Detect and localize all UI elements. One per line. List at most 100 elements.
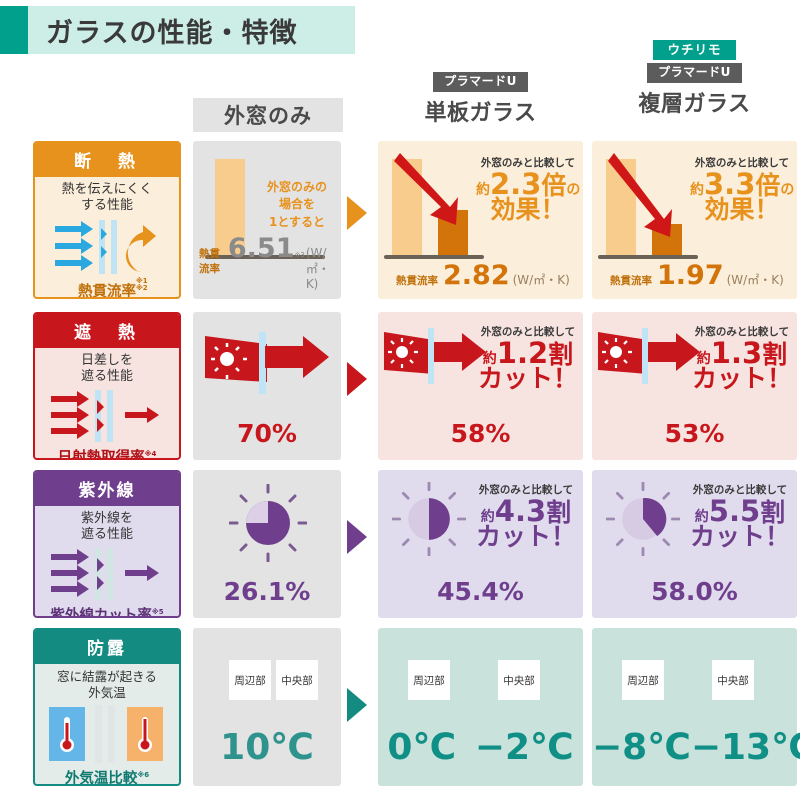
down-arrow-icon-double <box>608 153 672 237</box>
title-box: ガラスの性能・特徴 <box>28 6 355 54</box>
row-label-shading-desc: 日差しを 遮る性能 <box>80 353 133 385</box>
base-note-insulation: 外窓のみの 場合を 1とすると <box>266 180 327 229</box>
page-title: ガラスの性能・特徴 <box>0 6 355 54</box>
row-label-dew-head: 防露 <box>35 630 179 664</box>
cell-shading-base: 70% <box>193 312 341 460</box>
sun-through-glass-icon-double <box>598 328 700 384</box>
value-insulation-single: 熱貫流率 2.82 (W/㎡・K) <box>396 260 570 291</box>
row-label-dew-desc: 窓に結露が起きる 外気温 <box>57 669 157 700</box>
row-label-insulation-desc: 熱を伝えにくく する性能 <box>61 182 153 214</box>
compare-note-double-insulation: 外窓のみと比較して 約3.3倍の 効果！ <box>690 157 795 224</box>
sun-pie-icon-single <box>392 482 466 556</box>
column-header-single-label: 単板ガラス <box>424 100 537 126</box>
temp-dew-base: 10℃ <box>220 727 314 768</box>
effect-double-uv: カット！ <box>689 522 790 551</box>
pct-uv-double: 58.0% <box>651 577 738 606</box>
cell-insulation-base: 外窓のみの 場合を 1とすると 熱貫流率 6.51 ※3 (W/㎡・K) <box>193 141 341 299</box>
temps-dew-double: −8℃ −13℃ <box>592 727 800 768</box>
effect-double-insulation: 効果！ <box>704 195 780 224</box>
approx-double-uv: 約 <box>694 509 709 525</box>
temp-edge-single: 0 <box>387 727 413 768</box>
bar-ground-base <box>205 255 325 259</box>
column-header-base: 外窓のみ <box>193 98 343 132</box>
value-insulation-base: 熱貫流率 6.51 ※3 (W/㎡・K) <box>199 233 330 291</box>
cell-uv-single: 外窓のみと比較して 約4.3割 カット！ 45.4% <box>378 470 583 618</box>
column-header-base-label: 外窓のみ <box>224 104 312 128</box>
column-header-double-label: 複層ガラス <box>638 92 751 118</box>
approx-double-insulation: 約 <box>690 182 704 198</box>
arrow-icon-insulation-1 <box>347 196 367 230</box>
tag-center-double: 中央部 <box>712 660 754 700</box>
pct-shading-base: 70% <box>237 419 297 448</box>
row-label-uv: 紫外線 紫外線を 遮る性能 紫外線カット率※5 <box>33 470 181 618</box>
compare-note-single-insulation: 外窓のみと比較して 約2.3倍の 効果！ <box>476 157 581 224</box>
tags-dew-single: 周辺部 中央部 <box>408 660 540 700</box>
badge-puramado-u-single: プラマードU <box>433 72 528 92</box>
arrow-icon-uv-1 <box>347 520 367 554</box>
down-arrow-icon-single <box>394 153 458 225</box>
row-label-uv-metric: 紫外線カット率※5 <box>50 607 164 618</box>
tag-edge-double: 周辺部 <box>622 660 664 700</box>
compare-note-single-shading: 外窓のみと比較して 約1.2割 カット！ <box>477 326 578 393</box>
cell-insulation-single: 外窓のみと比較して 約2.3倍の 効果！ 熱貫流率 2.82 (W/㎡・K) <box>378 141 583 299</box>
solar-shading-icon <box>50 389 159 442</box>
cell-dew-base: 周辺部 中央部 10℃ <box>193 628 341 786</box>
compare-note-single-uv: 外窓のみと比較して 約4.3割 カット！ <box>472 482 580 549</box>
bar-base-insulation <box>215 159 245 255</box>
effect-double-shading: カット！ <box>691 364 792 393</box>
bar-ground-single <box>384 255 484 259</box>
cell-uv-base: 26.1% <box>193 470 341 618</box>
title-text: ガラスの性能・特徴 <box>46 17 298 49</box>
pct-shading-double: 53% <box>664 419 725 448</box>
cell-dew-double: 周辺部 中央部 −8℃ −13℃ <box>592 628 800 786</box>
approx-double-shading: 約 <box>696 351 711 367</box>
sun-pie-icon-base <box>229 484 307 562</box>
row-label-insulation-head: 断 熱 <box>35 143 179 177</box>
uv-blocking-icon <box>50 547 159 600</box>
row-label-dew-metric: 外気温比較※6 <box>64 771 150 786</box>
cell-shading-double: 外窓のみと比較して 約1.3割 カット！ 53% <box>592 312 797 460</box>
effect-single-insulation: 効果！ <box>490 195 566 224</box>
tag-center-single: 中央部 <box>498 660 540 700</box>
row-label-uv-head: 紫外線 <box>35 472 179 506</box>
thermometer-comparison-icon <box>49 705 163 764</box>
arrow-icon-dew-1 <box>347 688 367 722</box>
row-label-shading-metric: 日射熱取得率※4 <box>57 449 157 460</box>
approx-single-uv: 約 <box>480 509 495 525</box>
cell-uv-double: 外窓のみと比較して 約5.5割 カット！ 58.0% <box>592 470 797 618</box>
tag-center-base: 中央部 <box>276 660 318 700</box>
tag-edge-single: 周辺部 <box>408 660 450 700</box>
factor-single-insulation: 2.3 <box>490 167 542 201</box>
sun-through-glass-icon-single <box>384 328 486 384</box>
row-label-insulation: 断 熱 熱を伝えにくく する性能 熱貫流率 ※1 ※2 <box>33 141 181 299</box>
approx-single-insulation: 約 <box>476 182 490 198</box>
compare-note-double-uv: 外窓のみと比較して 約5.5割 カット！ <box>686 482 794 549</box>
row-label-shading-head: 遮 熱 <box>35 314 179 348</box>
factor-double-insulation: 3.3 <box>704 167 756 201</box>
tags-dew-double: 周辺部 中央部 <box>622 660 754 700</box>
arrow-icon-shading-1 <box>347 362 367 396</box>
compare-note-double-shading: 外窓のみと比較して 約1.3割 カット！ <box>691 326 792 393</box>
badge-puramado-u-double: プラマードU <box>647 63 742 84</box>
approx-single-shading: 約 <box>482 351 497 367</box>
temp-edge-double: −8 <box>592 727 648 768</box>
factor-double-uv: 5.5 <box>708 494 761 528</box>
title-accent-bar <box>0 6 28 54</box>
factor-double-shading: 1.3 <box>710 336 763 370</box>
row-label-dew: 防露 窓に結露が起きる 外気温 <box>33 628 181 786</box>
badge-uchirimo: ウチリモ <box>653 40 736 61</box>
pct-shading-single: 58% <box>450 419 511 448</box>
row-label-insulation-metric: 熱貫流率 ※1 ※2 <box>78 276 148 299</box>
cell-shading-single: 外窓のみと比較して 約1.2割 カット！ 58% <box>378 312 583 460</box>
pct-uv-single: 45.4% <box>437 577 524 606</box>
factor-single-uv: 4.3 <box>494 494 547 528</box>
value-insulation-double: 熱貫流率 1.97 (W/㎡・K) <box>610 260 784 291</box>
row-label-shading: 遮 熱 日差しを 遮る性能 日射熱取得率※4 <box>33 312 181 460</box>
temp-value-base: 10 <box>220 727 271 768</box>
temp-center-single: −2 <box>474 727 531 768</box>
cell-dew-single: 周辺部 中央部 0℃ −2℃ <box>378 628 583 786</box>
bar-ground-double <box>598 255 698 259</box>
column-header-single: プラマードU 単板ガラス <box>378 72 583 127</box>
factor-single-shading: 1.2 <box>496 336 549 370</box>
